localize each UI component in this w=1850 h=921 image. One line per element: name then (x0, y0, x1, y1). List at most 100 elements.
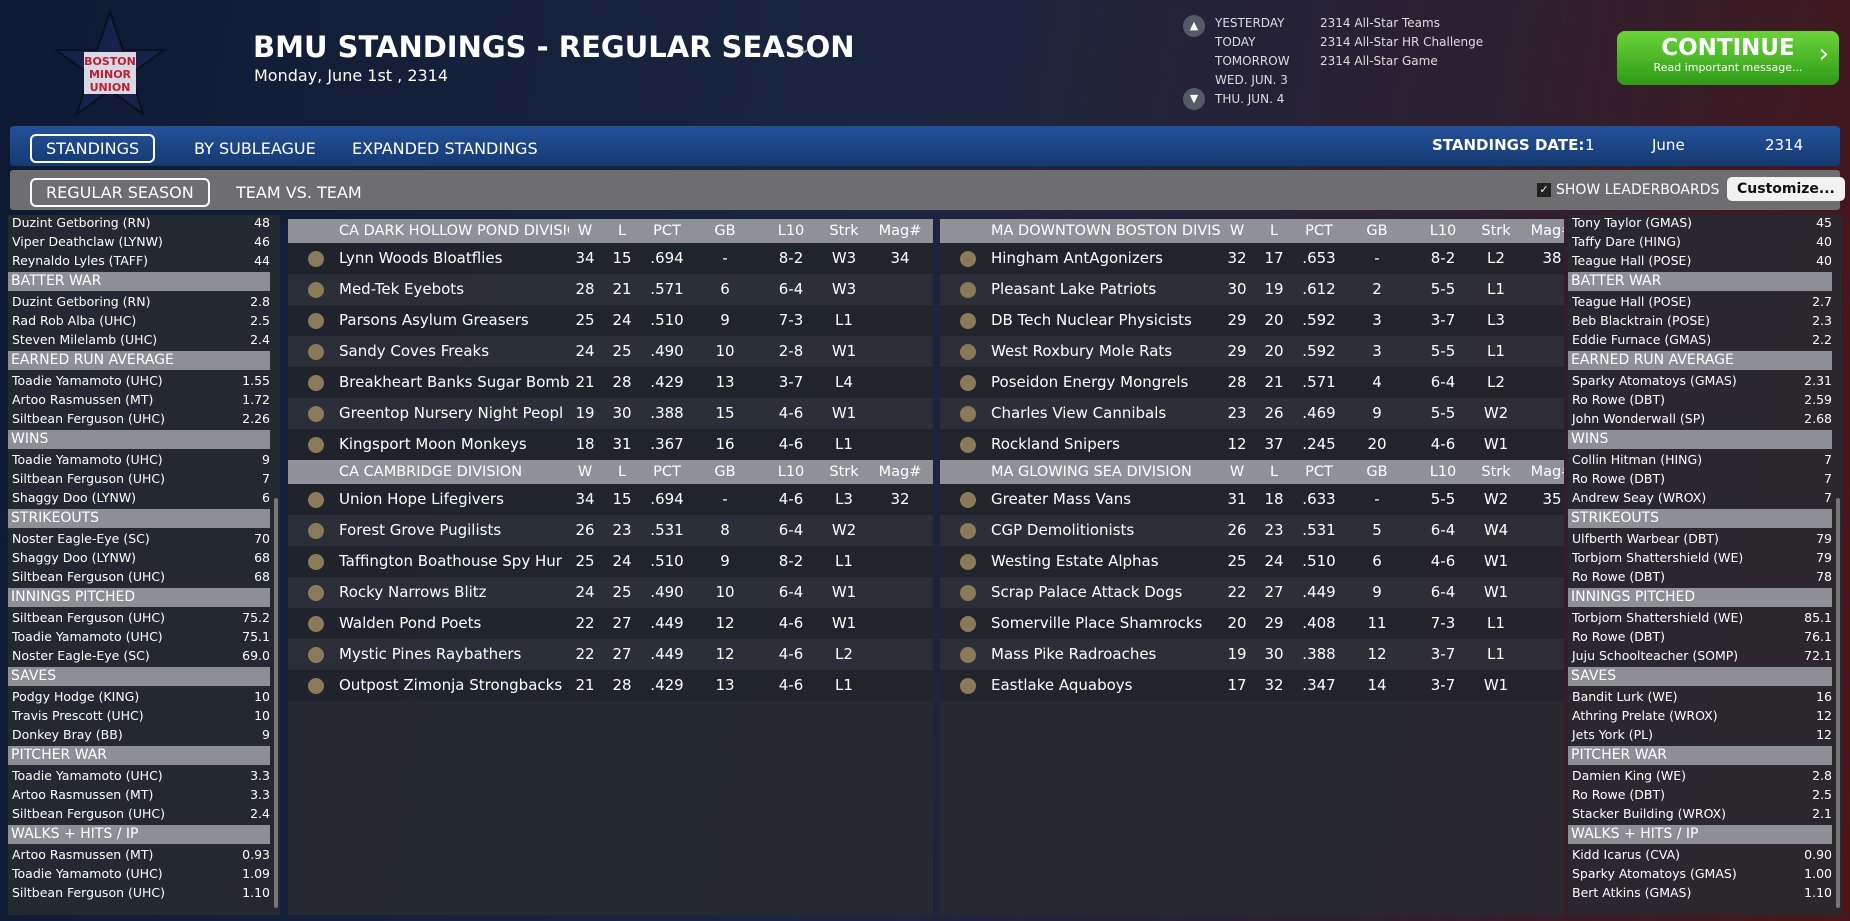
leader-name[interactable]: Ro Rowe (DBT) (1572, 629, 1665, 644)
leader-name[interactable]: Torbjorn Shattershield (WE) (1572, 610, 1744, 625)
leader-name[interactable]: Ulfberth Warbear (DBT) (1572, 531, 1719, 546)
column-header[interactable]: GB (714, 464, 736, 480)
leader-name[interactable]: Teague Hall (POSE) (1572, 253, 1692, 268)
team-name[interactable]: Rocky Narrows Blitz (339, 583, 487, 601)
leader-name[interactable]: Kidd Icarus (CVA) (1572, 847, 1681, 862)
leader-name[interactable]: Shaggy Doo (LYNW) (12, 490, 137, 505)
leader-name[interactable]: Duzint Getboring (RN) (12, 215, 151, 230)
leader-name[interactable]: Siltbean Ferguson (UHC) (12, 806, 166, 821)
schedule-event[interactable]: 2314 All-Star HR Challenge (1320, 35, 1484, 49)
leader-name[interactable]: Steven Milelamb (UHC) (12, 332, 158, 347)
team-name[interactable]: Kingsport Moon Monkeys (339, 435, 527, 453)
team-name[interactable]: Taffington Boathouse Spy Hur (339, 552, 562, 570)
tab[interactable]: BY SUBLEAGUE (194, 139, 316, 158)
column-header[interactable]: Strk (829, 223, 859, 239)
customize-button[interactable]: Customize... (1727, 177, 1845, 201)
leader-name[interactable]: Taffy Dare (HING) (1572, 234, 1681, 249)
leader-name[interactable]: Sparky Atomatoys (GMAS) (1572, 373, 1737, 388)
column-header[interactable]: W (1229, 464, 1245, 480)
column-header[interactable]: L10 (777, 464, 805, 480)
title-dropdown[interactable]: ⌄ (798, 38, 812, 57)
leader-name[interactable]: Siltbean Ferguson (UHC) (12, 471, 166, 486)
leader-name[interactable]: Artoo Rasmussen (MT) (12, 787, 154, 802)
team-name[interactable]: Walden Pond Poets (339, 614, 482, 632)
leader-name[interactable]: Stacker Building (WROX) (1572, 806, 1727, 821)
leader-name[interactable]: Beb Blacktrain (POSE) (1572, 313, 1711, 328)
column-header[interactable]: L (1269, 223, 1279, 239)
leader-name[interactable]: Donkey Bray (BB) (12, 727, 123, 742)
leader-name[interactable]: Noster Eagle-Eye (SC) (12, 531, 150, 546)
leader-name[interactable]: Eddie Furnace (GMAS) (1572, 332, 1712, 347)
show-leaderboards[interactable]: SHOW LEADERBOARDS (1556, 182, 1720, 198)
leader-name[interactable]: Artoo Rasmussen (MT) (12, 392, 154, 407)
column-header[interactable]: L (617, 223, 627, 239)
leader-name[interactable]: Tony Taylor (GMAS) (1572, 215, 1693, 230)
team-name[interactable]: Lynn Woods Bloatflies (339, 249, 503, 267)
leader-name[interactable]: Toadie Yamamoto (UHC) (12, 768, 163, 783)
column-header[interactable]: GB (1366, 223, 1388, 239)
team-name[interactable]: Parsons Asylum Greasers (339, 311, 529, 329)
column-header[interactable]: L10 (777, 223, 805, 239)
tab[interactable]: STANDINGS (30, 134, 156, 163)
leader-name[interactable]: Sparky Atomatoys (GMAS) (1572, 866, 1737, 881)
team-name[interactable]: Med-Tek Eyebots (339, 280, 465, 298)
leader-name[interactable]: Ro Rowe (DBT) (1572, 471, 1665, 486)
team-name[interactable]: Union Hope Lifegivers (339, 490, 504, 508)
tab[interactable]: EXPANDED STANDINGS (352, 139, 538, 158)
leader-name[interactable]: Bert Atkins (GMAS) (1572, 885, 1692, 900)
leader-name[interactable]: Rad Rob Alba (UHC) (12, 313, 137, 328)
column-header[interactable]: Strk (829, 464, 859, 480)
team-name[interactable]: Breakheart Banks Sugar Bomb (339, 373, 570, 391)
column-header[interactable]: Mag# (1530, 464, 1564, 480)
column-header[interactable]: GB (1366, 464, 1388, 480)
leader-name[interactable]: Siltbean Ferguson (UHC) (12, 885, 166, 900)
leader-name[interactable]: Shaggy Doo (LYNW) (12, 550, 137, 565)
subtab[interactable]: REGULAR SEASON (30, 178, 210, 207)
column-header[interactable]: Strk (1481, 223, 1511, 239)
schedule-event[interactable]: 2314 All-Star Game (1320, 54, 1438, 68)
column-header[interactable]: L10 (1429, 464, 1457, 480)
column-header[interactable]: Mag# (878, 464, 922, 480)
leader-name[interactable]: Torbjorn Shattershield (WE) (1572, 550, 1744, 565)
team-name[interactable]: Westing Estate Alphas (991, 552, 1159, 570)
team-name[interactable]: Hingham AntAgonizers (991, 249, 1163, 267)
team-name[interactable]: Rockland Snipers (991, 435, 1120, 453)
leader-name[interactable]: Duzint Getboring (RN) (12, 294, 151, 309)
leader-name[interactable]: Athring Prelate (WROX) (1572, 708, 1718, 723)
leader-name[interactable]: Viper Deathclaw (LYNW) (12, 234, 163, 249)
standings-date-day[interactable]: 1 (1585, 136, 1595, 154)
leader-name[interactable]: Toadie Yamamoto (UHC) (12, 629, 163, 644)
leader-name[interactable]: Teague Hall (POSE) (1572, 294, 1692, 309)
column-header[interactable]: W (1229, 223, 1245, 239)
team-name[interactable]: Sandy Coves Freaks (339, 342, 490, 360)
column-header[interactable]: Mag# (878, 223, 922, 239)
column-header[interactable]: PCT (1305, 223, 1333, 239)
leader-name[interactable]: John Wonderwall (SP) (1572, 411, 1706, 426)
column-header[interactable]: PCT (653, 464, 681, 480)
column-header[interactable]: GB (714, 223, 736, 239)
team-name[interactable]: Charles View Cannibals (991, 404, 1167, 422)
team-name[interactable]: Scrap Palace Attack Dogs (991, 583, 1183, 601)
leader-name[interactable]: Toadie Yamamoto (UHC) (12, 452, 163, 467)
subtab[interactable]: TEAM VS. TEAM (236, 183, 362, 202)
team-name[interactable]: Mass Pike Radroaches (991, 645, 1157, 663)
leader-name[interactable]: Damien King (WE) (1572, 768, 1687, 783)
column-header[interactable]: W (577, 464, 593, 480)
column-header[interactable]: L10 (1429, 223, 1457, 239)
team-name[interactable]: Pleasant Lake Patriots (991, 280, 1157, 298)
team-name[interactable]: DB Tech Nuclear Physicists (991, 311, 1192, 329)
leader-name[interactable]: Artoo Rasmussen (MT) (12, 847, 154, 862)
leader-name[interactable]: Jets York (PL) (1572, 727, 1653, 742)
leader-name[interactable]: Bandit Lurk (WE) (1572, 689, 1678, 704)
leader-name[interactable]: Siltbean Ferguson (UHC) (12, 411, 166, 426)
continue-button[interactable]: CONTINUE Read important message... › (1617, 31, 1839, 85)
leader-name[interactable]: Travis Prescott (UHC) (12, 708, 144, 723)
standings-date-month[interactable]: June (1652, 136, 1685, 154)
leader-name[interactable]: Ro Rowe (DBT) (1572, 392, 1665, 407)
leader-name[interactable]: Juju Schoolteacher (SOMP) (1572, 648, 1739, 663)
column-header[interactable]: Strk (1481, 464, 1511, 480)
checkbox[interactable]: ✓ (1537, 183, 1551, 197)
leader-name[interactable]: Noster Eagle-Eye (SC) (12, 648, 150, 663)
team-name[interactable]: Greentop Nursery Night Peopl (339, 404, 564, 422)
column-header[interactable]: PCT (653, 223, 681, 239)
